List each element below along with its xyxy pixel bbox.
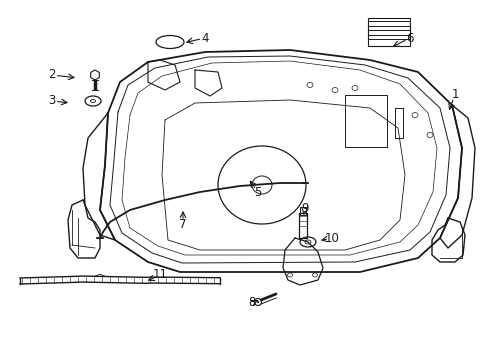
Bar	[299, 207, 305, 215]
Bar	[367, 18, 409, 46]
Text: 3: 3	[48, 94, 56, 108]
Text: 11: 11	[152, 269, 167, 282]
Text: 2: 2	[48, 68, 56, 81]
Text: 5: 5	[254, 185, 261, 198]
Text: 6: 6	[406, 31, 413, 45]
Text: 4: 4	[201, 31, 208, 45]
Ellipse shape	[257, 301, 259, 303]
Text: 10: 10	[324, 231, 339, 244]
Bar	[345, 95, 386, 147]
Bar	[394, 108, 402, 138]
Text: 8: 8	[248, 297, 255, 310]
Bar	[298, 213, 306, 238]
Text: 1: 1	[450, 89, 458, 102]
Text: 9: 9	[301, 202, 308, 215]
Text: 7: 7	[179, 217, 186, 230]
